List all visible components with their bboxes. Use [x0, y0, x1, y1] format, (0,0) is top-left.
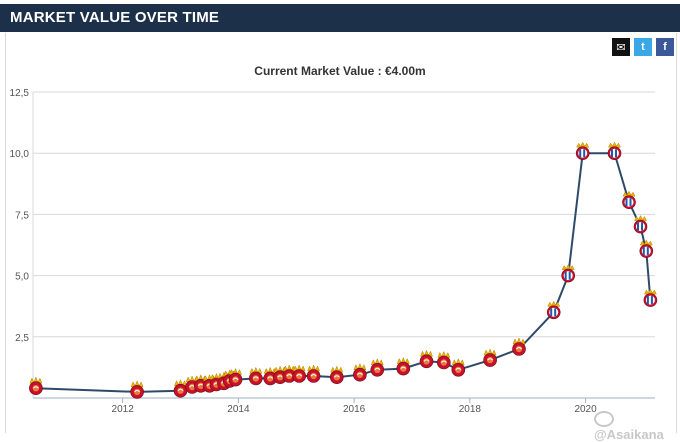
watermark: @Asaikana — [594, 410, 680, 442]
x-tick-label: 2012 — [112, 404, 135, 415]
section-title: MARKET VALUE OVER TIME — [10, 9, 220, 26]
x-tick-label: 2020 — [574, 404, 597, 415]
current-market-value: Current Market Value : €4.00m — [254, 64, 426, 78]
market-value-chart: 2,5 5,0 7,5 10,0 12,5 2012 2014 2016 2018 2020 — [10, 88, 658, 415]
twitter-icon: t — [641, 41, 645, 53]
data-point-club-crest[interactable] — [607, 141, 622, 160]
data-point-club-crest[interactable] — [249, 366, 263, 386]
watermark-text: @Asaikana — [594, 426, 664, 442]
data-point-club-crest[interactable] — [306, 364, 321, 383]
x-tick-label: 2016 — [343, 404, 366, 415]
y-tick-label: 12,5 — [10, 88, 30, 99]
y-tick-label: 10,0 — [10, 149, 30, 160]
data-point-club-crest[interactable] — [228, 367, 243, 387]
chart-panel — [5, 33, 677, 433]
data-point-club-crest[interactable] — [292, 364, 307, 383]
data-point-club-crest[interactable] — [451, 358, 466, 377]
data-point-club-crest[interactable] — [436, 350, 451, 370]
x-tick-label: 2018 — [459, 404, 482, 415]
envelope-icon: ✉ — [616, 41, 626, 54]
x-tick-label: 2014 — [227, 404, 250, 415]
data-point-club-crest[interactable] — [130, 380, 144, 399]
facebook-share-button[interactable]: f — [656, 38, 674, 56]
data-point-club-crest[interactable] — [483, 348, 497, 367]
data-point-club-crest[interactable] — [633, 215, 648, 234]
data-point-club-crest[interactable] — [173, 379, 188, 398]
data-point-club-crest[interactable] — [546, 300, 561, 320]
data-point-club-crest[interactable] — [282, 364, 297, 383]
data-point-club-crest[interactable] — [329, 365, 344, 385]
data-point-club-crest[interactable] — [512, 337, 526, 356]
section-header: MARKET VALUE OVER TIME — [0, 4, 680, 32]
data-point-club-crest[interactable] — [396, 356, 411, 376]
data-point-club-crest[interactable] — [561, 264, 576, 283]
data-point-club-crest[interactable] — [575, 141, 590, 160]
data-point-club-crest[interactable] — [419, 349, 434, 369]
facebook-icon: f — [663, 41, 667, 53]
data-point-club-crest[interactable] — [370, 358, 385, 377]
y-tick-label: 7,5 — [15, 210, 29, 221]
y-tick-label: 2,5 — [15, 333, 29, 344]
data-point-club-crest[interactable] — [639, 239, 654, 258]
data-point-club-crest[interactable] — [263, 366, 278, 386]
y-tick-label: 5,0 — [15, 272, 29, 283]
series-line — [35, 152, 652, 393]
data-point-club-crest[interactable] — [353, 363, 367, 382]
twitter-share-button[interactable]: t — [634, 38, 652, 56]
data-point-club-crest[interactable] — [622, 190, 636, 209]
email-share-button[interactable]: ✉ — [612, 38, 630, 56]
data-point-club-crest[interactable] — [29, 376, 43, 396]
weibo-icon — [594, 410, 614, 427]
data-point-club-crest[interactable] — [643, 288, 658, 307]
